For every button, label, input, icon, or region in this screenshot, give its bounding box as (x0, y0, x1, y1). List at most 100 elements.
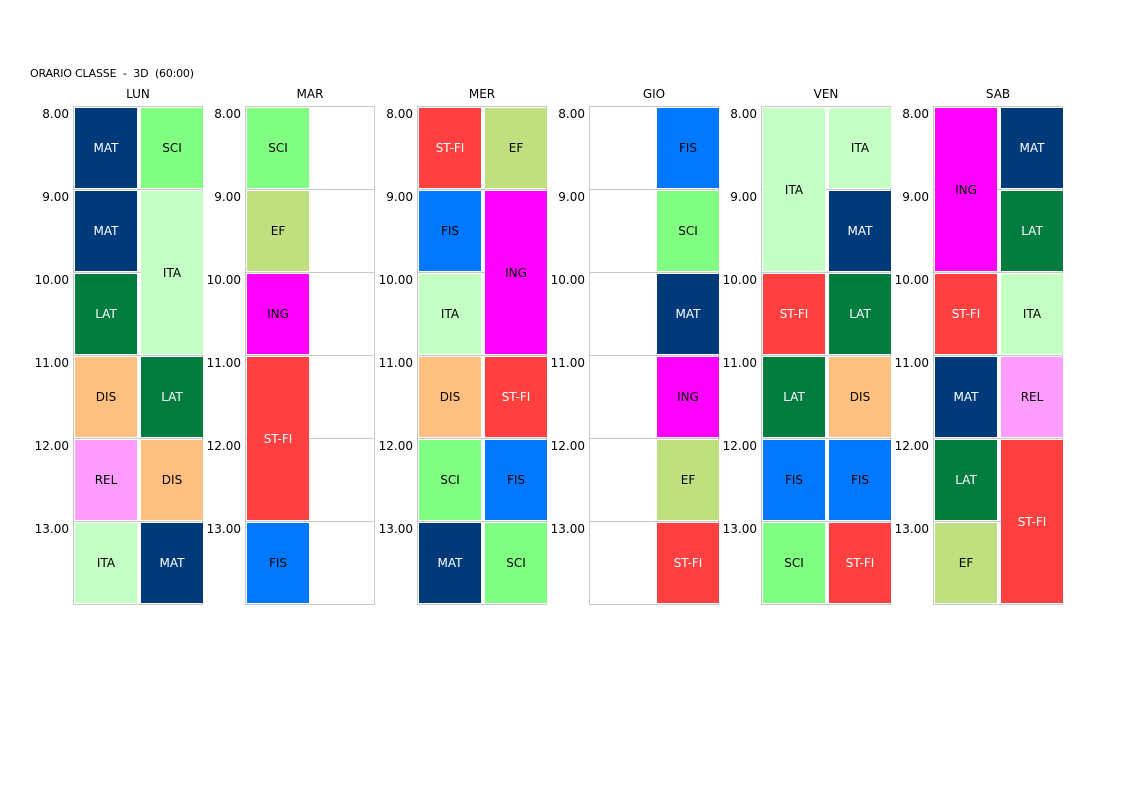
hour-divider (933, 521, 1063, 522)
lesson-block-dis[interactable]: DIS (141, 440, 203, 520)
lesson-block-lat[interactable]: LAT (1001, 191, 1063, 271)
time-label: 12.00 (722, 439, 757, 453)
lesson-block-ita[interactable]: ITA (141, 191, 203, 354)
lesson-block-ita[interactable]: ITA (763, 108, 825, 271)
hour-divider (761, 355, 891, 356)
lesson-block-st-fi[interactable]: ST-FI (1001, 440, 1063, 603)
lesson-block-ef[interactable]: EF (657, 440, 719, 520)
lesson-block-st-fi[interactable]: ST-FI (935, 274, 997, 354)
time-label: 13.00 (550, 522, 585, 536)
lesson-block-fis[interactable]: FIS (763, 440, 825, 520)
lesson-block-mat[interactable]: MAT (935, 357, 997, 437)
lesson-block-ita[interactable]: ITA (829, 108, 891, 188)
hour-divider (417, 189, 547, 190)
hour-divider (245, 521, 375, 522)
lesson-block-mat[interactable]: MAT (829, 191, 891, 271)
lesson-block-lat[interactable]: LAT (935, 440, 997, 520)
hour-divider (73, 272, 203, 273)
hour-divider (933, 272, 1063, 273)
lesson-block-st-fi[interactable]: ST-FI (657, 523, 719, 603)
hour-divider (245, 438, 375, 439)
lesson-block-fis[interactable]: FIS (657, 108, 719, 188)
day-header-ven: VEN (813, 87, 839, 101)
lesson-block-sci[interactable]: SCI (247, 108, 309, 188)
time-label: 12.00 (378, 439, 413, 453)
lesson-block-fis[interactable]: FIS (247, 523, 309, 603)
lesson-block-ing[interactable]: ING (247, 274, 309, 354)
lesson-block-ing[interactable]: ING (485, 191, 547, 354)
hour-divider (933, 355, 1063, 356)
time-label: 10.00 (34, 273, 69, 287)
lesson-block-ing[interactable]: ING (657, 357, 719, 437)
lesson-block-lat[interactable]: LAT (829, 274, 891, 354)
hour-divider (933, 189, 1063, 190)
lesson-block-mat[interactable]: MAT (75, 108, 137, 188)
lesson-block-sci[interactable]: SCI (141, 108, 203, 188)
time-label: 12.00 (894, 439, 929, 453)
lesson-block-sci[interactable]: SCI (763, 523, 825, 603)
lesson-block-mat[interactable]: MAT (1001, 108, 1063, 188)
hour-divider (245, 189, 375, 190)
lesson-block-ing[interactable]: ING (935, 108, 997, 271)
lesson-block-sci[interactable]: SCI (419, 440, 481, 520)
time-label: 9.00 (214, 190, 241, 204)
hour-divider (417, 438, 547, 439)
hour-divider (589, 521, 719, 522)
hour-divider (73, 189, 203, 190)
time-label: 9.00 (902, 190, 929, 204)
time-label: 13.00 (378, 522, 413, 536)
lesson-block-lat[interactable]: LAT (75, 274, 137, 354)
hour-divider (589, 189, 719, 190)
lesson-block-dis[interactable]: DIS (75, 357, 137, 437)
lesson-block-rel[interactable]: REL (75, 440, 137, 520)
hour-divider (245, 355, 375, 356)
lesson-block-ita[interactable]: ITA (419, 274, 481, 354)
lesson-block-dis[interactable]: DIS (419, 357, 481, 437)
lesson-block-ef[interactable]: EF (485, 108, 547, 188)
lesson-block-st-fi[interactable]: ST-FI (829, 523, 891, 603)
lesson-block-fis[interactable]: FIS (485, 440, 547, 520)
lesson-block-mat[interactable]: MAT (419, 523, 481, 603)
time-label: 8.00 (730, 107, 757, 121)
time-label: 9.00 (42, 190, 69, 204)
lesson-block-ita[interactable]: ITA (75, 523, 137, 603)
lesson-block-rel[interactable]: REL (1001, 357, 1063, 437)
lesson-block-ef[interactable]: EF (935, 523, 997, 603)
hour-divider (245, 272, 375, 273)
time-label: 8.00 (214, 107, 241, 121)
time-label: 11.00 (34, 356, 69, 370)
time-label: 11.00 (894, 356, 929, 370)
time-label: 12.00 (206, 439, 241, 453)
day-header-sab: SAB (985, 87, 1011, 101)
hour-divider (761, 272, 891, 273)
lesson-block-ef[interactable]: EF (247, 191, 309, 271)
lesson-block-st-fi[interactable]: ST-FI (485, 357, 547, 437)
lesson-block-lat[interactable]: LAT (763, 357, 825, 437)
lesson-block-mat[interactable]: MAT (657, 274, 719, 354)
lesson-block-sci[interactable]: SCI (657, 191, 719, 271)
lesson-block-mat[interactable]: MAT (75, 191, 137, 271)
lesson-block-st-fi[interactable]: ST-FI (419, 108, 481, 188)
lesson-block-st-fi[interactable]: ST-FI (247, 357, 309, 520)
hour-divider (589, 355, 719, 356)
lesson-block-sci[interactable]: SCI (485, 523, 547, 603)
lesson-block-st-fi[interactable]: ST-FI (763, 274, 825, 354)
time-label: 10.00 (206, 273, 241, 287)
lesson-block-lat[interactable]: LAT (141, 357, 203, 437)
day-header-mar: MAR (296, 87, 324, 101)
lesson-block-fis[interactable]: FIS (419, 191, 481, 271)
day-header-gio: GIO (642, 87, 666, 101)
time-label: 11.00 (378, 356, 413, 370)
time-label: 9.00 (558, 190, 585, 204)
time-label: 13.00 (722, 522, 757, 536)
hour-divider (761, 521, 891, 522)
lesson-block-fis[interactable]: FIS (829, 440, 891, 520)
hour-divider (417, 272, 547, 273)
time-label: 13.00 (34, 522, 69, 536)
time-label: 8.00 (558, 107, 585, 121)
lesson-block-ita[interactable]: ITA (1001, 274, 1063, 354)
lesson-block-mat[interactable]: MAT (141, 523, 203, 603)
lesson-block-dis[interactable]: DIS (829, 357, 891, 437)
time-label: 9.00 (386, 190, 413, 204)
time-label: 8.00 (42, 107, 69, 121)
